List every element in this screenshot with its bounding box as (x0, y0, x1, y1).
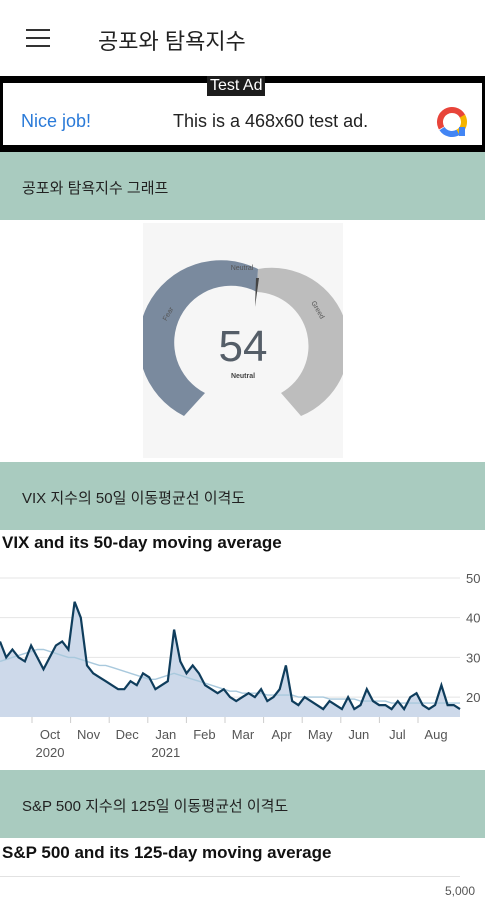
vix-section-header: VIX 지수의 50일 이동평균선 이격도 (0, 462, 485, 530)
menu-icon[interactable] (26, 28, 50, 48)
ad-text[interactable]: This is a 468x60 test ad. (173, 111, 369, 131)
fear-greed-gauge: 54 Neutral Neutral Fear Greed (138, 223, 349, 458)
gauge-top-label: Neutral (231, 265, 254, 272)
gauge-section-title: 공포와 탐욕지수 그래프 (22, 180, 169, 197)
vix-ma-line (0, 648, 460, 704)
gauge-value: 54 (219, 322, 268, 371)
vix-year-label: 2021 (151, 745, 180, 760)
vix-xtick-label: Apr (271, 727, 292, 742)
vix-xtick-label: Mar (232, 727, 255, 742)
vix-chart: 50 40 30 20 Oct Nov Dec Jan Feb Mar Apr May Jun Jul A… (0, 571, 480, 760)
vix-year-label: 2020 (36, 745, 65, 760)
gauge-fear-arc (138, 260, 258, 416)
vix-chart-title: VIX and its 50-day moving average (2, 533, 282, 552)
ad-label: Test Ad (207, 76, 266, 96)
vix-ytick-label: 20 (466, 690, 480, 705)
vix-xtick-label: Dec (116, 727, 140, 742)
vix-xtick-label: Aug (424, 727, 447, 742)
sp500-ytick-label: 5,000 (445, 884, 476, 898)
gauge-greed-arc (257, 267, 349, 416)
vix-xtick-label: May (308, 727, 333, 742)
sp500-section-title: S&P 500 지수의 125일 이동평균선 이격도 (22, 798, 289, 815)
gauge-section-header: 공포와 탐욕지수 그래프 (0, 152, 485, 220)
vix-xtick-label: Jun (348, 727, 369, 742)
vix-section-title: VIX 지수의 50일 이동평균선 이격도 (22, 490, 246, 507)
ad-logo-icon[interactable] (435, 105, 469, 139)
sp500-gridline (0, 876, 460, 877)
app-bar: 공포와 탐욕지수 (0, 0, 485, 76)
gauge-needle (255, 278, 259, 307)
vix-ytick-label: 50 (466, 571, 480, 586)
ad-headline[interactable]: Nice job! (21, 111, 92, 131)
sp500-chart-title: S&P 500 and its 125-day moving average (2, 843, 332, 862)
vix-xtick-label: Feb (193, 727, 215, 742)
vix-xtick-label: Jan (155, 727, 176, 742)
ad-banner[interactable]: Nice job! This is a 468x60 test ad. Test… (0, 76, 485, 152)
vix-line (0, 601, 461, 712)
vix-ytick-label: 30 (466, 650, 480, 665)
vix-xtick-label: Jul (389, 727, 406, 742)
vix-xtick-label: Nov (77, 727, 101, 742)
vix-ytick-label: 40 (466, 611, 480, 626)
sp500-section-header: S&P 500 지수의 125일 이동평균선 이격도 (0, 770, 485, 838)
app-title: 공포와 탐욕지수 (98, 29, 246, 54)
gauge-status: Neutral (231, 373, 255, 380)
vix-area (0, 601, 460, 717)
vix-xtick-label: Oct (40, 727, 61, 742)
